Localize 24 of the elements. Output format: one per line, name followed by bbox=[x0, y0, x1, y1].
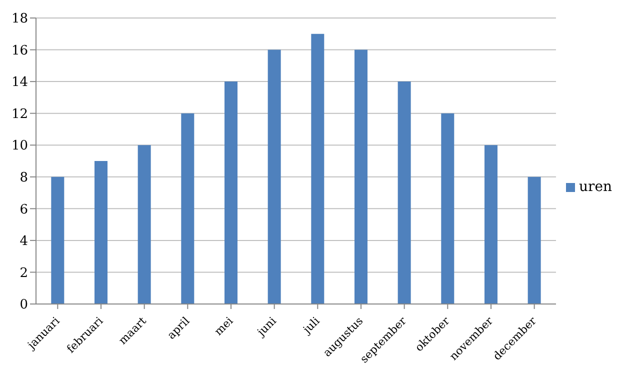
y-tick-label: 10 bbox=[11, 138, 28, 154]
bar bbox=[51, 176, 64, 304]
y-tick-label: 16 bbox=[11, 43, 28, 58]
y-tick-label: 0 bbox=[20, 298, 28, 313]
bar bbox=[311, 34, 324, 304]
bar bbox=[138, 145, 151, 304]
bar bbox=[528, 176, 541, 304]
bar bbox=[354, 50, 368, 304]
y-tick-label: 4 bbox=[20, 234, 28, 250]
y-tick-label: 14 bbox=[11, 75, 28, 90]
bar bbox=[181, 113, 194, 304]
bar bbox=[94, 161, 108, 304]
bar bbox=[484, 145, 498, 304]
x-tick-label: mei bbox=[212, 314, 236, 338]
y-tick-label: 18 bbox=[11, 12, 28, 27]
y-tick-label: 6 bbox=[20, 202, 28, 218]
y-tick-label: 2 bbox=[20, 266, 28, 281]
bar bbox=[224, 82, 238, 304]
bar bbox=[268, 50, 281, 304]
y-tick-label: 8 bbox=[20, 170, 28, 186]
legend-label: uren bbox=[578, 179, 612, 195]
bar bbox=[441, 113, 454, 304]
bar bbox=[398, 82, 411, 304]
y-tick-label: 12 bbox=[11, 106, 28, 122]
